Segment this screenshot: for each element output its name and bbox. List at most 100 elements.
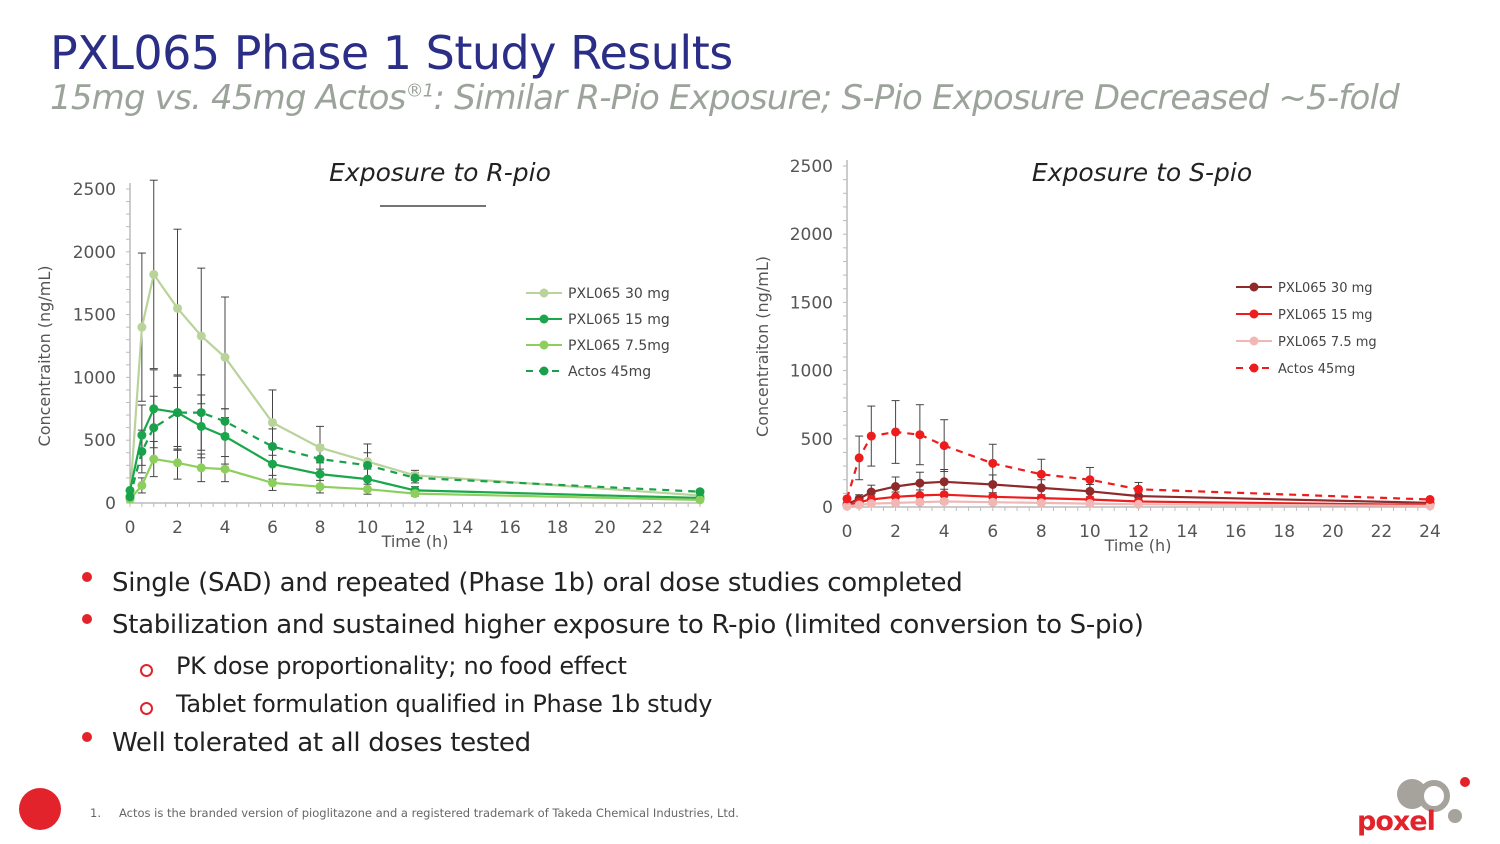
data-point [939, 490, 949, 500]
y-axis-label: Concentraiton (ng/mL) [753, 256, 772, 437]
x-tick-label: 14 [452, 518, 474, 538]
bullet-text: Well tolerated at all doses tested [112, 728, 531, 758]
legend-label: PXL065 7.5 mg [1278, 335, 1377, 350]
x-tick-label: 20 [594, 518, 616, 538]
data-point [1085, 475, 1095, 485]
x-tick-label: 16 [499, 518, 521, 538]
chart-title: Exposure to R-pio [329, 158, 551, 187]
data-point [125, 492, 135, 502]
x-tick-label: 0 [125, 518, 136, 538]
data-point [315, 443, 325, 453]
data-point [939, 497, 949, 507]
legend-label: PXL065 30 mg [568, 286, 670, 302]
x-tick-label: 20 [1322, 522, 1344, 542]
y-tick-label: 2500 [73, 180, 116, 200]
x-axis-label: Time (h) [1104, 536, 1172, 555]
legend-marker [539, 366, 549, 376]
data-point [315, 454, 325, 464]
series-line [128, 407, 701, 500]
data-point [149, 423, 159, 433]
bullet-text: Stabilization and sustained higher expos… [112, 610, 1144, 640]
footnote-text: Actos is the branded version of pioglita… [118, 806, 739, 820]
footnote: 1. Actos is the branded version of piogli… [90, 806, 739, 820]
data-point [866, 431, 876, 441]
legend-marker [1249, 282, 1259, 292]
subtitle-superscript: ®1 [405, 80, 435, 102]
x-tick-label: 0 [842, 522, 853, 542]
data-point [268, 441, 277, 451]
series-line [128, 271, 701, 497]
poxel-logo-icon [1397, 777, 1470, 823]
data-point [125, 485, 135, 495]
data-point [891, 427, 901, 437]
chart-title: Exposure to S-pio [1032, 158, 1252, 187]
data-point [866, 487, 876, 497]
data-point [891, 482, 901, 492]
data-point [220, 464, 230, 474]
bullet-text: Single (SAD) and repeated (Phase 1b) ora… [112, 568, 963, 598]
data-point [695, 487, 705, 497]
data-point [173, 458, 182, 468]
x-tick-label: 8 [315, 518, 326, 538]
slide-subtitle: 15mg vs. 45mg Actos®1: Similar R-Pio Exp… [50, 78, 1400, 118]
bullet-dot [82, 614, 92, 624]
y-tick-label: 2000 [73, 243, 116, 263]
series-line [128, 411, 701, 497]
data-point [220, 431, 230, 441]
data-point [410, 473, 420, 483]
sub-bullet-ring [140, 664, 153, 677]
data-point [173, 408, 182, 418]
data-point [149, 269, 159, 279]
data-point [137, 480, 147, 490]
data-point [173, 303, 182, 313]
data-point [363, 460, 372, 470]
data-point [196, 331, 206, 341]
legend-marker [1249, 309, 1259, 319]
data-point [315, 469, 325, 479]
data-point [196, 421, 206, 431]
x-tick-label: 10 [357, 518, 379, 538]
y-tick-label: 500 [801, 430, 833, 450]
data-point [1036, 483, 1046, 493]
y-tick-label: 2500 [790, 157, 833, 177]
data-point [137, 430, 147, 440]
y-tick-label: 0 [105, 494, 116, 514]
x-tick-label: 2 [172, 518, 183, 538]
data-point [268, 418, 277, 428]
data-point [196, 463, 206, 473]
data-point [854, 453, 864, 463]
x-tick-label: 10 [1079, 522, 1101, 542]
x-tick-label: 18 [547, 518, 569, 538]
data-point [988, 458, 998, 468]
y-tick-label: 1500 [73, 306, 116, 326]
data-point [363, 474, 372, 484]
data-point [137, 447, 147, 457]
legend-marker [539, 314, 549, 324]
x-tick-label: 2 [890, 522, 901, 542]
x-tick-label: 4 [939, 522, 950, 542]
data-point [866, 499, 876, 509]
legend-label: Actos 45mg [568, 364, 651, 380]
y-axis-label: Concentraiton (ng/mL) [35, 266, 54, 447]
data-point [854, 500, 864, 510]
data-point [220, 352, 230, 362]
subtitle-main: 15mg vs. 45mg Actos [50, 78, 406, 118]
legend-marker [539, 288, 549, 298]
data-point [363, 484, 372, 494]
data-point [915, 497, 925, 507]
bullet-dot [82, 732, 92, 742]
y-tick-label: 0 [822, 498, 833, 518]
data-point [988, 497, 998, 507]
data-point [988, 479, 998, 489]
legend-marker [1249, 363, 1259, 373]
data-point [1134, 484, 1143, 494]
x-tick-label: 16 [1225, 522, 1247, 542]
legend-marker [539, 340, 549, 350]
x-tick-label: 6 [987, 522, 998, 542]
data-point [1085, 486, 1095, 496]
x-tick-label: 18 [1273, 522, 1295, 542]
x-tick-label: 4 [220, 518, 231, 538]
y-tick-label: 500 [84, 431, 116, 451]
